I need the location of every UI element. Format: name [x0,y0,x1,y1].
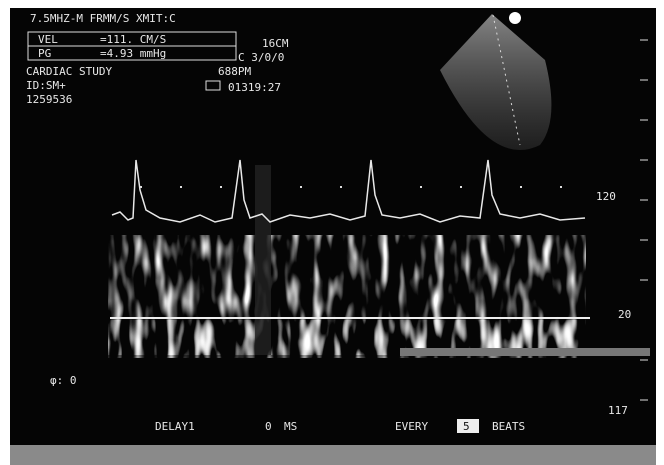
beats-label: BEATS [492,420,525,433]
mode-text: 7.5MHZ-M FRMM/S XMIT:C [30,12,176,25]
beats-value: 5 [463,420,470,433]
vel-value: =111. CM/S [100,33,166,46]
scale-baseline: 20 [618,308,631,321]
vel-label: VEL [38,33,58,46]
bottom-bar [10,445,656,465]
probe-marker [509,12,521,24]
patient-id: ID:SM+ [26,79,66,92]
every-label: EVERY [395,420,428,433]
clock: 01319:27 [228,81,281,94]
page: 7.5MHZ-M FRMM/S XMIT:C VEL =111. CM/S 16… [0,0,664,465]
time: 688PM [218,65,251,78]
delay-value: 0 [265,420,272,433]
ultrasound-screen: 7.5MHZ-M FRMM/S XMIT:C VEL =111. CM/S 16… [0,0,664,465]
pg-value: =4.93 mmHg [100,47,166,60]
record-number: 1259536 [26,93,72,106]
sweep-gap [255,165,271,355]
delay-label: DELAY1 [155,420,195,433]
settings: C 3/0/0 [238,51,284,64]
pg-label: PG [38,47,51,60]
angle: φ: 0 [50,374,77,387]
scale-top: 120 [596,190,616,203]
study: CARDIAC STUDY [26,65,112,78]
delay-unit: MS [284,420,297,433]
depth: 16CM [262,37,289,50]
gray-strip [400,348,650,356]
scale-bottom: 117 [608,404,628,417]
